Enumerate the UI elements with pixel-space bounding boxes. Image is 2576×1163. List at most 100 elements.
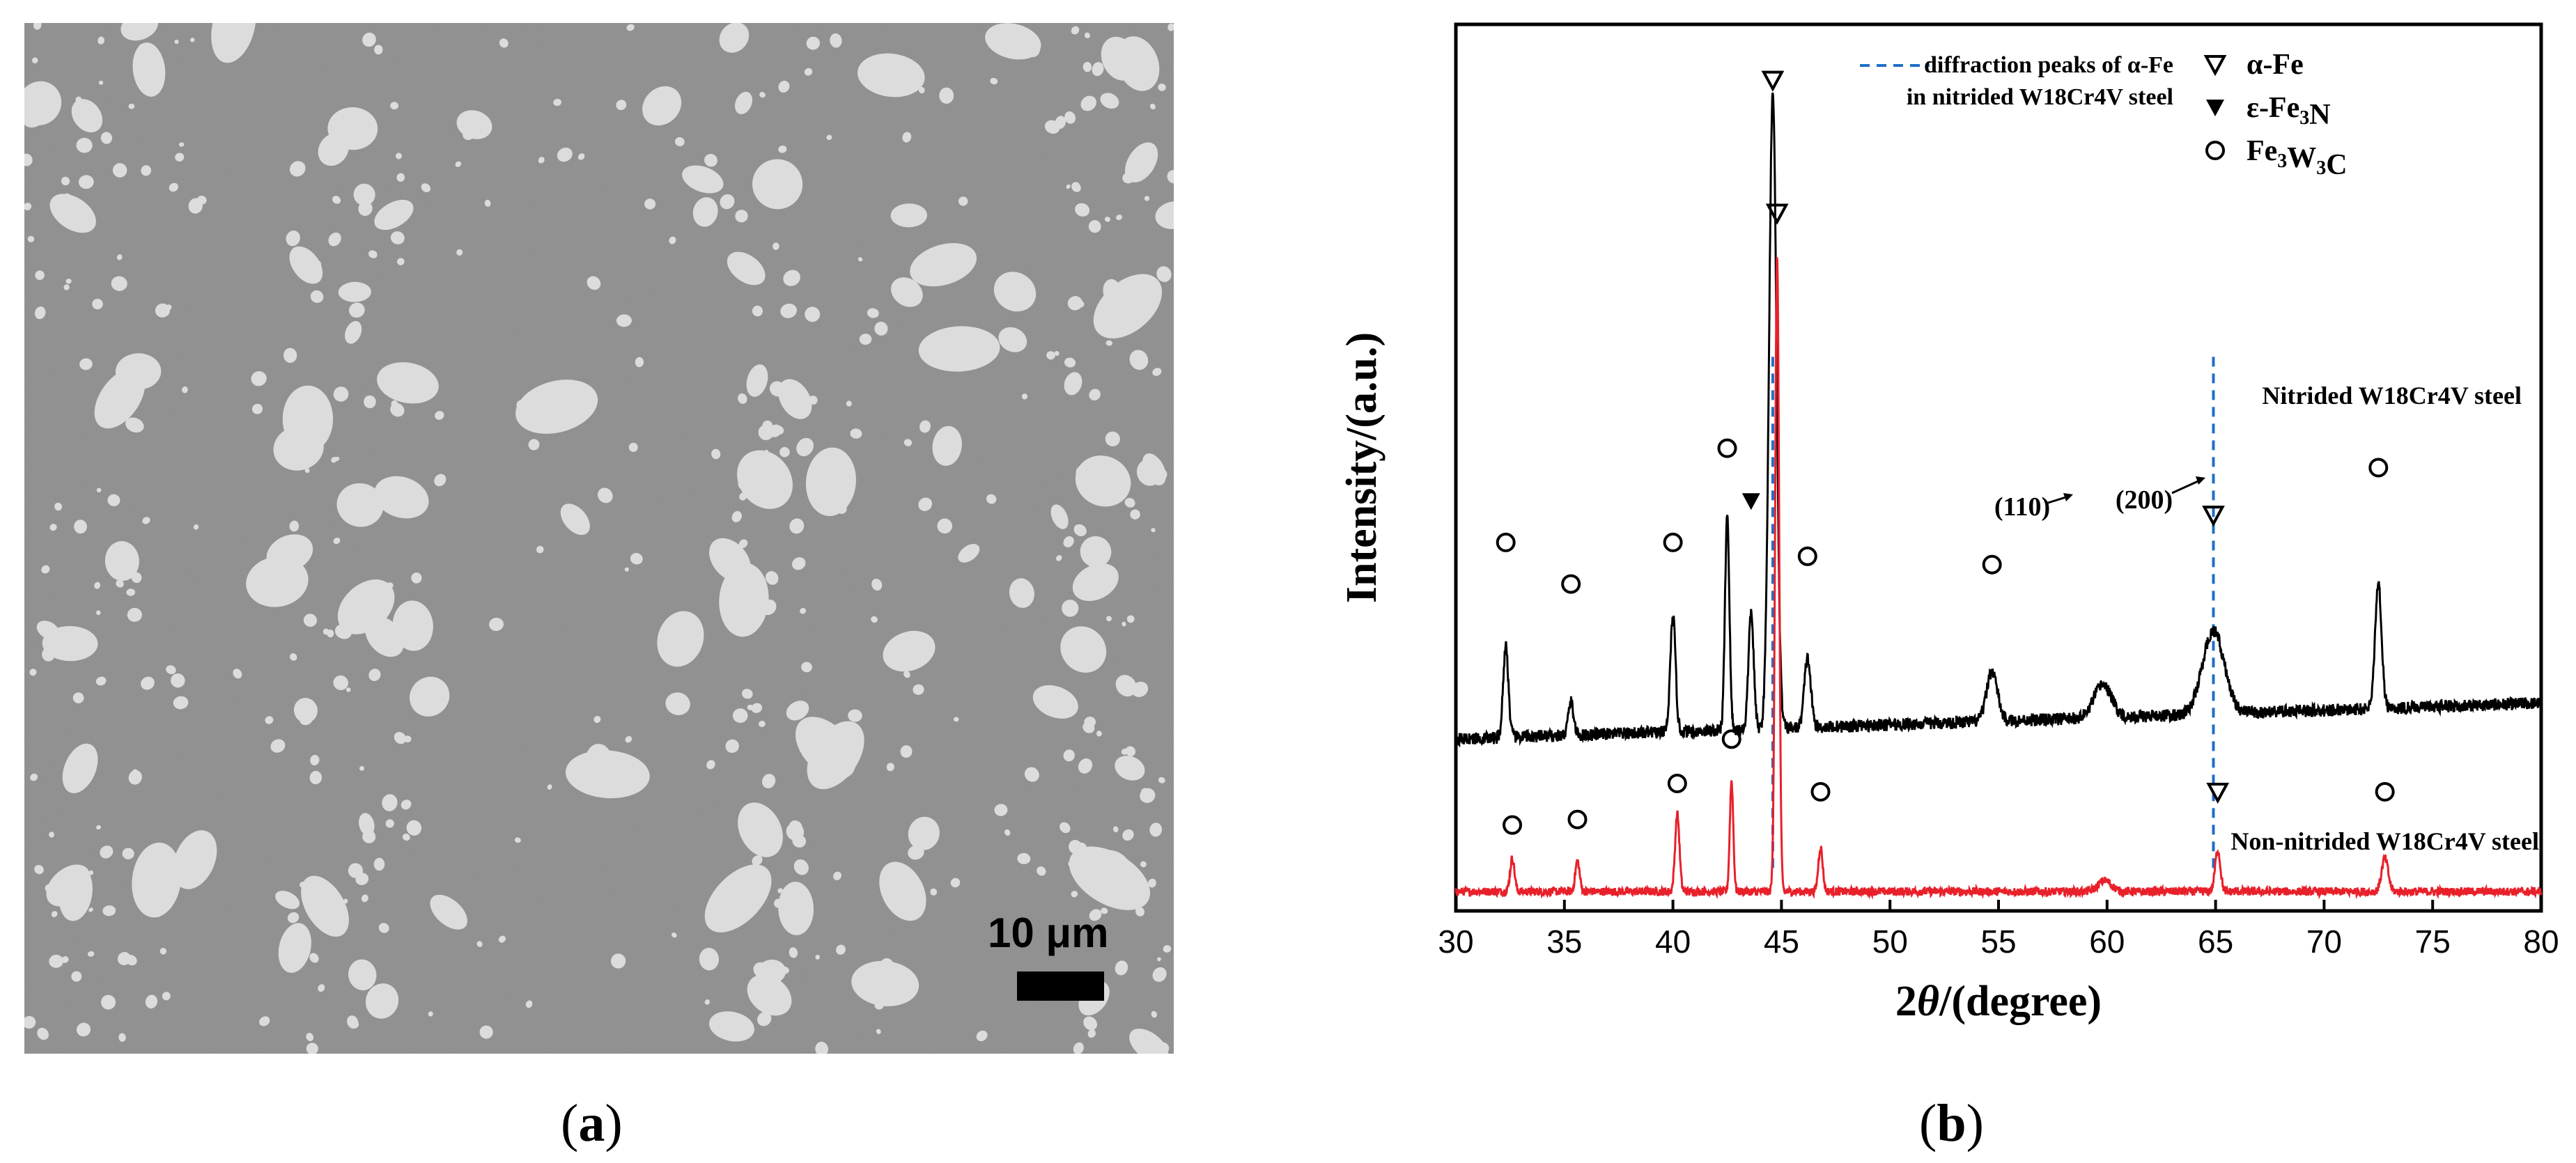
carbide-particle (111, 276, 127, 291)
carbide-particle (1131, 681, 1149, 697)
carbide-particle (908, 816, 940, 850)
carbide-particle (368, 250, 378, 258)
carbide-particle (344, 320, 362, 344)
carbide-particle (1024, 767, 1039, 782)
carbide-particle (692, 197, 718, 227)
carbide-particle (430, 894, 467, 930)
carbide-particle (386, 582, 394, 589)
carbide-particle (98, 80, 104, 85)
carbide-particle (751, 703, 763, 713)
carbide-particle (499, 38, 509, 48)
carbide-particle (793, 859, 809, 875)
carbide-particle (1115, 756, 1145, 781)
carbide-particle (918, 86, 925, 94)
carbide-particle (830, 33, 842, 48)
carbide-particle (950, 877, 961, 888)
sem-micrograph-image (24, 23, 1174, 1054)
panel-a-label-close: ) (605, 1094, 623, 1153)
carbide-particle (51, 911, 58, 917)
carbide-particle (391, 400, 398, 407)
panel-b-label-open: ( (1919, 1094, 1937, 1153)
carbide-particle (761, 774, 776, 789)
carbide-particle (846, 400, 852, 407)
carbide-particle (1135, 907, 1145, 916)
carbide-particle (174, 39, 179, 45)
x-tick-label: 55 (1980, 923, 2016, 960)
carbide-particle (565, 750, 650, 799)
carbide-particle (112, 163, 127, 178)
carbide-particle (731, 510, 742, 522)
carbide-particle (791, 557, 806, 570)
carbide-particle (95, 676, 107, 686)
carbide-particle (986, 494, 997, 504)
carbide-particle (1060, 626, 1107, 673)
carbide-particle (734, 91, 753, 115)
carbide-particle (385, 819, 394, 828)
carbide-particle (886, 763, 894, 772)
carbide-particle (624, 567, 629, 572)
carbide-particle (126, 588, 136, 596)
carbide-particle (704, 153, 717, 167)
carbide-particle (378, 923, 389, 933)
x-tick-label: 80 (2523, 923, 2559, 960)
carbide-particle (578, 400, 588, 409)
carbide-particle (538, 157, 545, 164)
carbide-particle (900, 745, 913, 758)
carbide-particle (874, 321, 888, 336)
carbide-particle (118, 1033, 126, 1042)
carbide-particle (1055, 555, 1062, 561)
carbide-particle (1060, 822, 1071, 834)
carbide-particle (33, 23, 42, 30)
x-tick-label: 75 (2415, 923, 2451, 960)
carbide-particle (757, 1012, 772, 1027)
carbide-particle (778, 882, 814, 935)
carbide-particle (1054, 350, 1060, 357)
carbide-particle (672, 932, 677, 938)
carbide-particle (306, 1033, 314, 1042)
carbide-particle (768, 424, 782, 437)
carbide-particle (1078, 301, 1085, 308)
sem-grain-texture (24, 23, 1174, 1054)
carbide-particle (1062, 600, 1079, 617)
carbide-particle (610, 953, 626, 969)
carbide-particle (815, 954, 821, 960)
series-marker-open-triangle (1765, 203, 1789, 225)
carbide-particle (1080, 95, 1096, 111)
x-tick-label: 30 (1438, 923, 1473, 960)
carbide-particle (704, 999, 710, 1005)
carbide-particle (990, 77, 998, 85)
carbide-particle (789, 820, 802, 834)
carbide-particle (392, 600, 433, 651)
carbide-particle (778, 145, 787, 153)
series-marker-circle (1717, 438, 1737, 458)
series-line-1 (1454, 257, 2543, 900)
carbide-particle (628, 442, 638, 452)
carbide-particle (1063, 536, 1074, 548)
carbide-particle (752, 855, 763, 866)
carbide-particle (102, 905, 116, 916)
carbide-particle (1073, 524, 1087, 537)
carbide-particle (719, 563, 769, 637)
carbide-particle (101, 994, 116, 1010)
x-axis-label: 2θ/(degree) (1895, 978, 2102, 1025)
carbide-particle (871, 578, 883, 591)
carbide-particle (153, 908, 162, 918)
carbide-particle (1083, 1016, 1097, 1031)
carbide-particle (902, 132, 912, 143)
carbide-particle (593, 715, 601, 724)
annotation-110: (110) (1994, 492, 2050, 522)
carbide-particle (95, 825, 102, 830)
carbide-particle (141, 165, 152, 176)
carbide-particle (958, 196, 968, 206)
carbide-particle (1112, 826, 1119, 833)
carbide-particle (616, 314, 632, 327)
carbide-particle (939, 87, 954, 104)
carbide-particle (706, 760, 715, 770)
carbide-particle (792, 834, 807, 848)
legend-marker-filled-triangle (2206, 100, 2224, 116)
carbide-particle (49, 954, 63, 968)
carbide-particle (1140, 861, 1147, 868)
carbide-particle (711, 448, 721, 460)
carbide-particle (587, 276, 601, 290)
series-marker-circle (1496, 532, 1516, 552)
